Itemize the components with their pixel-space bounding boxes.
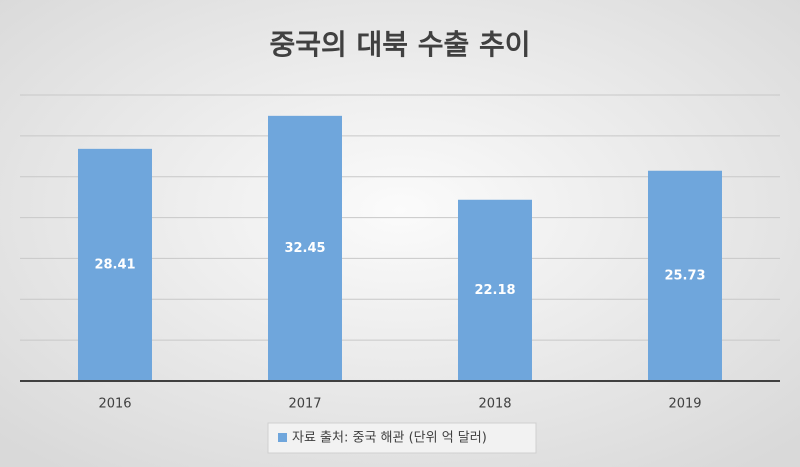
x-tick-label: 2018	[478, 397, 511, 412]
data-label: 32.45	[284, 241, 325, 256]
legend-box	[267, 422, 537, 454]
bar	[458, 199, 532, 381]
x-tick-label: 2016	[98, 397, 131, 412]
chart-title: 중국의 대북 수출 추이	[269, 28, 530, 61]
data-label: 25.73	[664, 268, 705, 283]
x-tick-label: 2019	[668, 397, 701, 412]
legend-swatch	[278, 433, 287, 442]
data-label: 28.41	[94, 257, 135, 272]
data-label: 22.18	[474, 283, 515, 298]
bar	[268, 115, 342, 381]
x-tick-label: 2017	[288, 397, 321, 412]
bar	[648, 170, 722, 381]
bar	[78, 148, 152, 381]
legend-label: 자료 출처: 중국 해관 (단위 억 달러)	[292, 431, 487, 446]
